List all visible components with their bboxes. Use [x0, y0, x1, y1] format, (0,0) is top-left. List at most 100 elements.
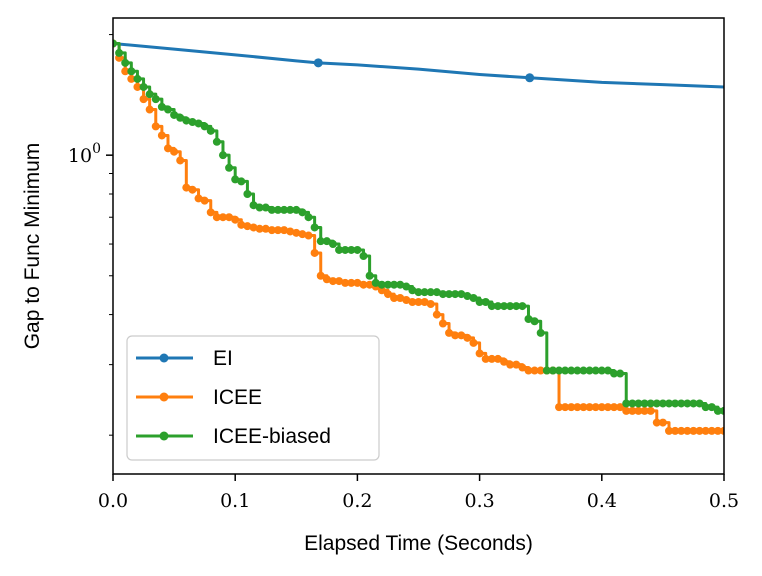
data-point [280, 205, 289, 214]
data-point [579, 366, 588, 375]
data-point [298, 208, 307, 217]
axes-frame [112, 17, 725, 475]
data-point [426, 300, 435, 309]
data-point [475, 349, 484, 358]
data-point [683, 399, 692, 408]
y-axis-label: Gap to Func Minimum [21, 143, 44, 350]
data-point [677, 426, 686, 435]
data-point [243, 189, 252, 198]
data-point [225, 163, 234, 172]
data-point [261, 224, 270, 233]
data-point [420, 288, 429, 297]
data-point [115, 48, 124, 57]
data-point [304, 213, 313, 222]
data-point [652, 399, 661, 408]
data-point [249, 223, 258, 232]
data-point [280, 226, 289, 235]
data-point [634, 406, 643, 415]
data-point [646, 406, 655, 415]
data-point [512, 360, 521, 369]
data-point [267, 205, 276, 214]
data-point [249, 201, 258, 210]
legend-label: ICEE-biased [213, 425, 331, 448]
data-point [414, 288, 423, 297]
data-point [286, 205, 295, 214]
data-point [188, 118, 197, 127]
series-icee-biased [113, 39, 724, 415]
data-point [353, 278, 362, 287]
data-point [573, 403, 582, 412]
data-point [176, 156, 185, 165]
x-tick-label: 0.3 [464, 490, 494, 512]
data-point [151, 95, 160, 104]
data-point [414, 298, 423, 307]
data-point [218, 151, 227, 160]
data-point [555, 366, 564, 375]
data-point [701, 403, 710, 412]
data-point [383, 290, 392, 299]
data-point [487, 354, 496, 363]
data-point [616, 403, 625, 412]
data-point [121, 58, 130, 67]
x-tick-label: 0.4 [587, 490, 617, 512]
data-point [469, 338, 478, 347]
data-point [622, 399, 631, 408]
data-point [536, 328, 545, 337]
data-point [145, 90, 154, 99]
data-point [182, 116, 191, 125]
data-point [646, 399, 655, 408]
data-point [603, 403, 612, 412]
data-point [579, 403, 588, 412]
data-point [525, 73, 535, 83]
axes: 0.0 0.1 0.2 0.3 0.4 0.5 100 Elapsed Time (Secon… [21, 17, 739, 555]
data-point [591, 366, 600, 375]
data-point [304, 231, 313, 240]
data-point [316, 271, 325, 280]
data-point [341, 278, 350, 287]
data-point [524, 314, 533, 323]
data-point [475, 298, 484, 307]
data-point [365, 280, 374, 289]
data-point [493, 302, 502, 311]
data-point [237, 177, 246, 186]
data-point [127, 74, 136, 83]
data-point [310, 223, 319, 232]
x-axis-label: Elapsed Time (Seconds) [304, 532, 533, 555]
data-point [597, 403, 606, 412]
data-point [610, 369, 619, 378]
data-point [200, 196, 209, 205]
data-point [347, 245, 356, 254]
data-point [377, 280, 386, 289]
legend-label: EI [213, 347, 233, 370]
data-point [194, 119, 203, 128]
data-point [255, 203, 264, 212]
data-point [267, 226, 276, 235]
data-point [463, 333, 472, 342]
data-point [127, 67, 136, 76]
data-point [206, 208, 215, 217]
plot-area [113, 39, 724, 435]
data-point [689, 426, 698, 435]
data-point [506, 360, 515, 369]
data-point [298, 230, 307, 239]
data-point [353, 245, 362, 254]
data-point [286, 227, 295, 236]
data-point [390, 280, 399, 289]
data-point [396, 280, 405, 289]
legend-marker [159, 392, 169, 402]
data-point [151, 122, 160, 131]
data-point [451, 331, 460, 340]
data-point [481, 298, 490, 307]
data-point [170, 147, 179, 156]
data-point [713, 406, 722, 415]
data-point [500, 357, 509, 366]
legend-label: ICEE [213, 386, 262, 409]
data-point [628, 399, 637, 408]
data-point [695, 426, 704, 435]
data-point [200, 122, 209, 131]
data-point [671, 399, 680, 408]
data-point [640, 399, 649, 408]
x-tick-label: 0.5 [709, 490, 739, 512]
data-point [652, 418, 661, 427]
